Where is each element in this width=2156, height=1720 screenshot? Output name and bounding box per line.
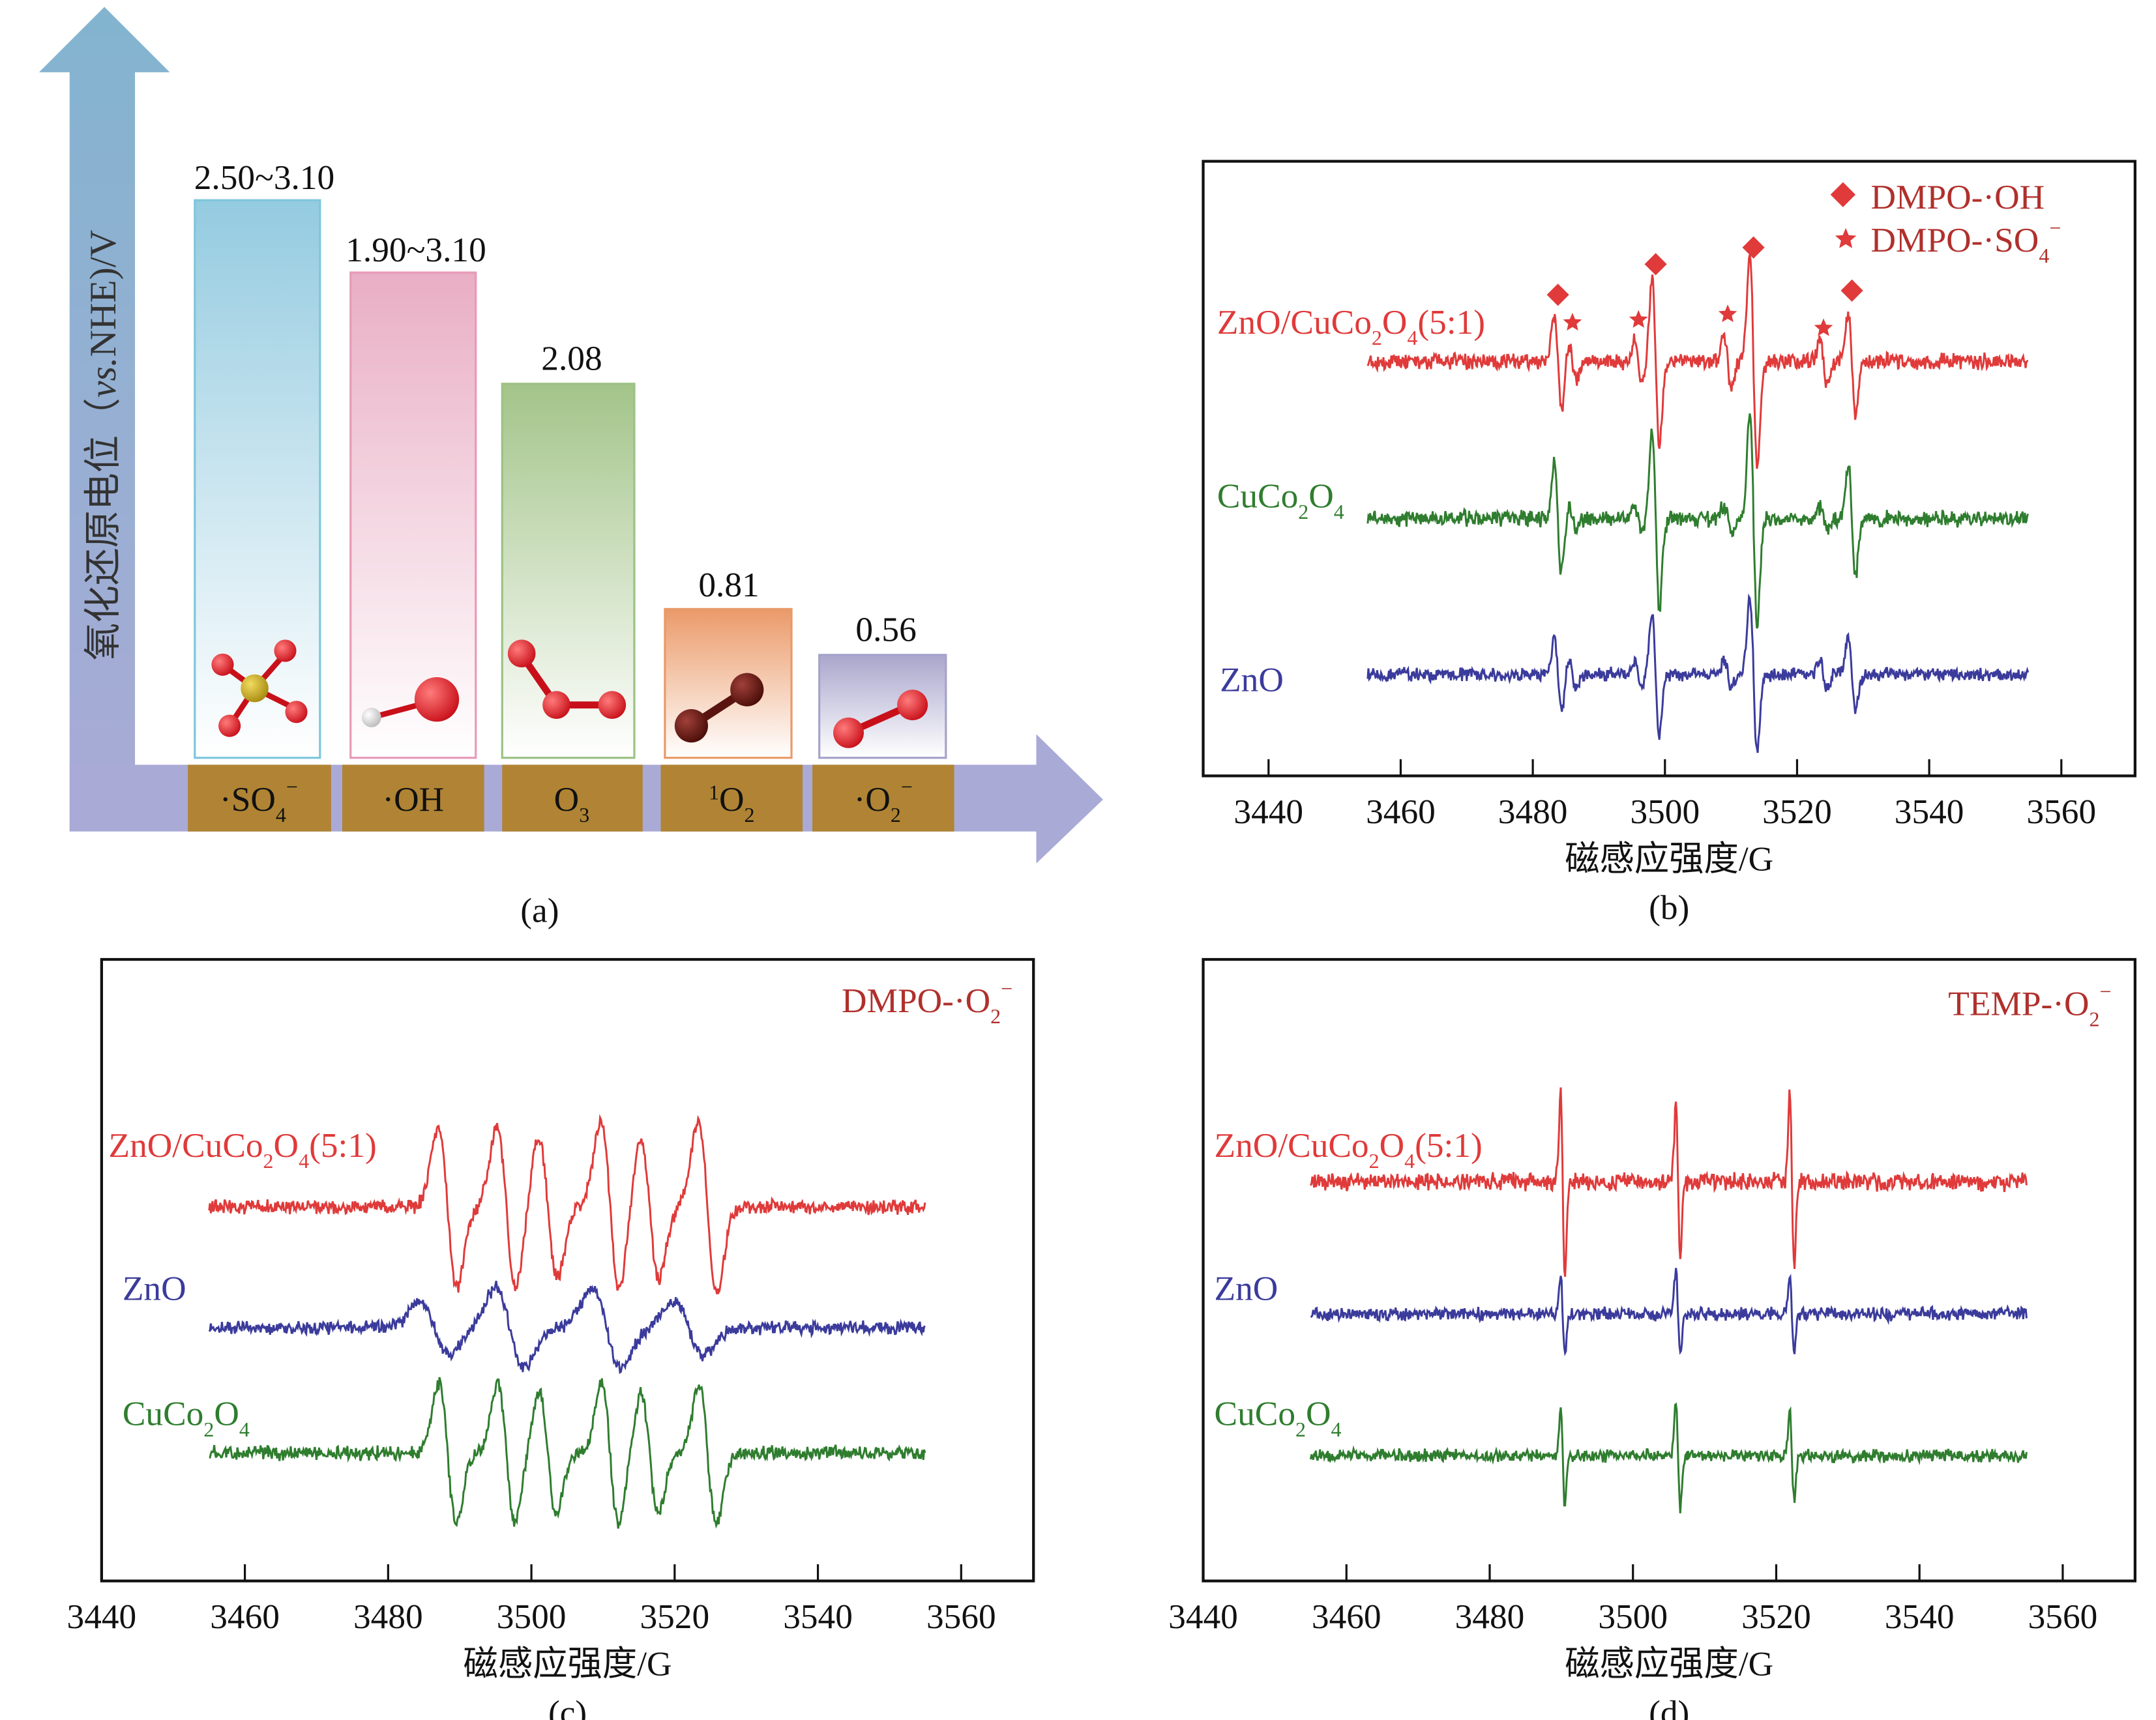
spectrum-line-cuco2o4 xyxy=(1309,1402,2028,1513)
bar-value-1o2: 0.81 xyxy=(698,565,759,604)
annotation-label: DMPO-·O2− xyxy=(842,977,1012,1028)
species-box-so4 xyxy=(188,765,331,832)
spectrum-line-zno xyxy=(1310,1268,2028,1356)
species-label-1o2: 1O2 xyxy=(709,780,755,826)
bar-value-oh: 1.90~3.10 xyxy=(346,230,486,269)
caption-d: (d) xyxy=(1649,1693,1689,1720)
spectrum-line-cuco2o4 xyxy=(209,1377,926,1529)
x-tick-label: 3440 xyxy=(67,1597,137,1636)
x-tick-label: 3480 xyxy=(353,1597,423,1636)
spectrum-line-zno-cuco2o4-5-1- xyxy=(1310,1087,2028,1277)
plot-frame xyxy=(100,957,1035,1582)
caption-c: (c) xyxy=(548,1693,587,1720)
peak-diamond-marker xyxy=(1742,236,1765,259)
hydroxyl-molecule-icon xyxy=(361,677,460,727)
x-axis-label: 磁感应强度/G xyxy=(1565,1644,1773,1684)
spectrum-line-zno xyxy=(1366,593,2030,753)
series-label: CuCo2O4 xyxy=(1217,476,1344,523)
spectrum-line-zno-cuco2o4-5-1- xyxy=(1366,254,2029,469)
caption-b: (b) xyxy=(1649,888,1689,927)
plot-frame xyxy=(1202,957,2137,1582)
species-box-oh xyxy=(342,765,484,832)
peak-star-marker xyxy=(1718,304,1737,323)
sulfate-molecule-icon xyxy=(211,639,308,737)
bar-value-o2: 0.56 xyxy=(855,609,916,649)
species-label-o2: ·O2− xyxy=(854,775,913,826)
x-tick-label: 3540 xyxy=(1885,1597,1955,1636)
species-box-o2 xyxy=(812,765,954,832)
spectrum-line-cuco2o4 xyxy=(1366,413,2030,629)
x-tick-label: 3500 xyxy=(1598,1597,1668,1636)
x-tick-label: 3480 xyxy=(1455,1597,1525,1636)
series-label: ZnO/CuCo2O4(5:1) xyxy=(1215,1126,1483,1173)
spectrum-line-zno-cuco2o4-5-1- xyxy=(208,1114,926,1295)
caption-a: (a) xyxy=(520,890,559,929)
panel-d: 3440 3460 3480 3500 3520 3540 3560 磁感应强度/G (d) TE… xyxy=(1168,957,2137,1720)
superoxide-molecule-icon xyxy=(833,690,928,748)
x-tick-label: 3540 xyxy=(1895,792,1964,831)
series-label: CuCo2O4 xyxy=(123,1394,250,1441)
spectrum-line-zno xyxy=(208,1280,926,1375)
x-axis-label: 磁感应强度/G xyxy=(464,1644,672,1684)
x-tick-label: 3480 xyxy=(1498,792,1568,831)
panel-b: 3440 3460 3480 3500 3520 3540 3560 磁感应强度/G (b) DM… xyxy=(1202,160,2137,927)
peak-diamond-marker xyxy=(1644,253,1667,276)
x-tick-label: 3440 xyxy=(1168,1597,1238,1636)
bar-value-so4: 2.50~3.10 xyxy=(194,158,335,197)
panel-a: 氧化还原电位（vs.NHE)/V 2.50~3.10 1.90~3.10 2.0… xyxy=(38,7,1103,929)
bar-oh xyxy=(349,271,477,759)
ozone-molecule-icon xyxy=(507,639,627,719)
plot-frame xyxy=(1202,160,2137,778)
x-tick-label: 3440 xyxy=(1233,792,1303,831)
peak-diamond-marker xyxy=(1840,279,1863,302)
species-label-o3: O3 xyxy=(554,780,590,826)
species-label-oh: ·OH xyxy=(382,780,444,819)
legend-diamond-icon xyxy=(1830,182,1856,207)
x-tick-label: 3560 xyxy=(2028,1597,2098,1636)
peak-star-marker xyxy=(1563,313,1582,331)
species-box-1o2 xyxy=(660,765,803,832)
legend-label-so4: DMPO-·SO4− xyxy=(1871,216,2061,268)
x-tick-label: 3560 xyxy=(2026,792,2096,831)
y-axis-arrow xyxy=(38,7,170,832)
legend-star-icon xyxy=(1835,227,1857,248)
series-label: ZnO xyxy=(1220,660,1284,699)
series-label: ZnO xyxy=(123,1269,186,1308)
x-tick-label: 3540 xyxy=(783,1597,853,1636)
x-tick-label: 3520 xyxy=(1762,792,1832,831)
bar-value-o3: 2.08 xyxy=(541,338,602,377)
x-tick-label: 3500 xyxy=(1630,792,1700,831)
series-label: ZnO/CuCo2O4(5:1) xyxy=(1217,302,1485,349)
species-label-so4: ·SO4− xyxy=(220,775,298,826)
peak-star-marker xyxy=(1629,310,1648,328)
bar-so4 xyxy=(194,199,321,759)
x-tick-label: 3460 xyxy=(1366,792,1436,831)
peak-star-marker xyxy=(1814,318,1833,336)
x-tick-label: 3500 xyxy=(497,1597,567,1636)
x-tick-label: 3460 xyxy=(210,1597,280,1636)
legend-label-oh: DMPO-·OH xyxy=(1871,177,2045,216)
series-label: ZnO/CuCo2O4(5:1) xyxy=(109,1126,377,1173)
x-tick-label: 3560 xyxy=(926,1597,996,1636)
panel-c: 3440 3460 3480 3500 3520 3540 3560 磁感应强度/G (c) DM… xyxy=(67,957,1035,1720)
x-axis-label: 磁感应强度/G xyxy=(1565,839,1773,879)
singlet-oxygen-molecule-icon xyxy=(674,673,764,743)
annotation-label: TEMP-·O2− xyxy=(1948,980,2111,1031)
x-tick-label: 3460 xyxy=(1312,1597,1381,1636)
series-label: ZnO xyxy=(1215,1269,1278,1308)
x-tick-label: 3520 xyxy=(1741,1597,1811,1636)
y-axis-label: 氧化还原电位（vs.NHE)/V xyxy=(83,230,124,661)
peak-diamond-marker xyxy=(1546,284,1569,306)
series-label: CuCo2O4 xyxy=(1215,1394,1342,1441)
species-box-o3 xyxy=(502,765,643,832)
x-tick-label: 3520 xyxy=(640,1597,709,1636)
